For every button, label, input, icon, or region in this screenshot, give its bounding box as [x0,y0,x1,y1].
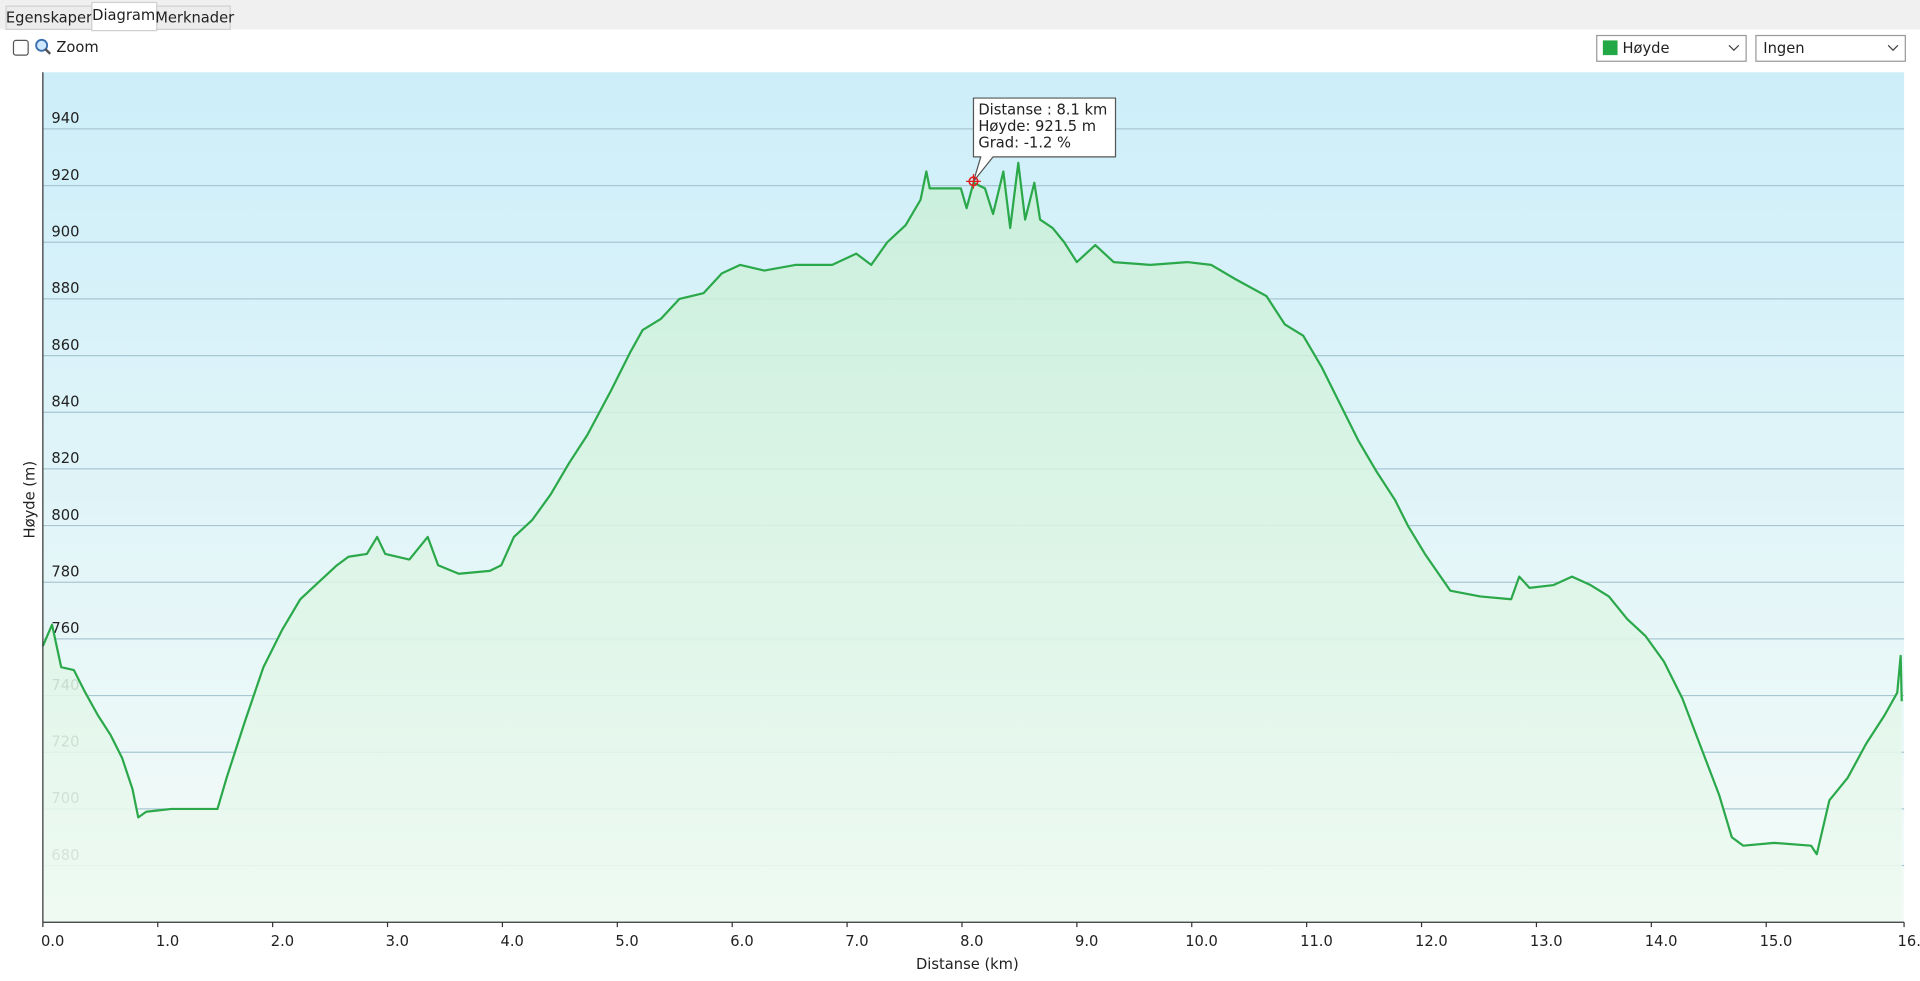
x-tick-label: 12.0 [1415,933,1448,950]
x-tick-label: 2.0 [271,933,294,950]
y-axis-label: Høyde (m) [22,461,39,539]
tooltip-box [972,97,1117,182]
y-tick-label: 760 [51,620,79,637]
dropdown-value[interactable]: Ingen [1763,40,1804,57]
y-tick-label: 920 [51,167,79,184]
y-tick-label: 940 [51,110,79,127]
x-tick-label: 3.0 [386,933,409,950]
y-tick-label: 880 [51,280,79,297]
dropdown-arrow [1887,44,1899,52]
x-tick-label: 16.2 [1898,933,1920,950]
tab-label[interactable]: Merknader [155,9,235,26]
x-tick-label: 14.0 [1645,933,1678,950]
x-tick-label: 11.0 [1300,933,1333,950]
tab-active[interactable] [91,1,158,32]
dropdown[interactable] [1596,34,1747,62]
zoom-icon [35,38,52,55]
y-tick-label: 840 [51,393,79,410]
tab-bar [0,0,1920,30]
x-tick-label: 15.0 [1760,933,1793,950]
tooltip-text: Grad: -1.2 % [978,134,1071,151]
y-tick-label: 900 [51,223,79,240]
y-tick-label: 820 [51,450,79,467]
dropdown[interactable] [1755,34,1906,62]
tooltip-text: Høyde: 921.5 m [978,118,1096,135]
x-tick-label: 9.0 [1075,933,1098,950]
x-tick-label: 8.0 [960,933,983,950]
x-tick-label: 6.0 [730,933,753,950]
x-tick-label: 0.0 [41,933,64,950]
y-tick-label: 780 [51,563,79,580]
zoom-label[interactable]: Zoom [56,39,98,56]
plot: 6807007207407607808008208408608809009209… [41,110,1905,923]
tab-label[interactable]: Diagram [92,7,155,24]
color-swatch [1602,40,1618,56]
y-tick-label: 860 [51,337,79,354]
dropdown-value[interactable]: Høyde [1622,40,1669,57]
x-tick-label: 4.0 [501,933,524,950]
tab[interactable] [156,5,231,31]
dropdown-arrow [1728,44,1740,52]
x-tick-label: 10.0 [1185,933,1218,950]
x-tick-label: 7.0 [845,933,868,950]
highlight-cross [966,173,981,189]
x-tick-label: 5.0 [615,933,638,950]
elevation-line [41,161,1903,856]
tab-label[interactable]: Egenskaper [6,9,93,26]
y-tick-label: 800 [51,507,79,524]
tooltip-text: Distanse : 8.1 km [978,101,1107,118]
x-axis-label: Distanse (km) [916,956,1019,973]
x-tick-label: 13.0 [1530,933,1563,950]
zoom-checkbox[interactable] [12,39,29,56]
area-fill [42,162,1902,923]
x-tick-label: 1.0 [156,933,179,950]
